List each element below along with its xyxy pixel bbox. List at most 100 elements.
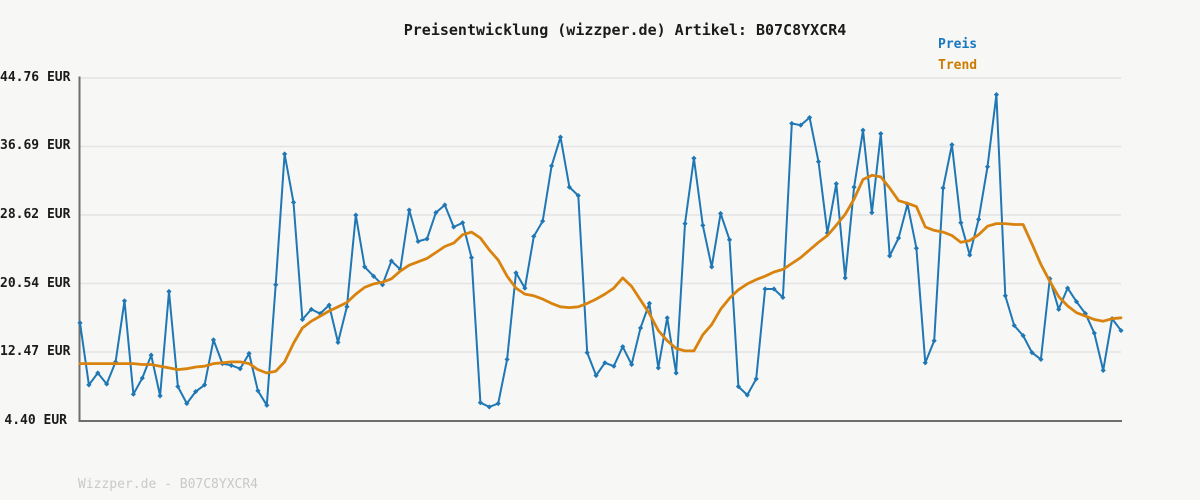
price-point-marker	[753, 376, 759, 382]
price-point-marker	[673, 370, 679, 376]
price-point-marker	[1100, 367, 1106, 374]
price-point-marker	[593, 372, 599, 379]
price-point-marker	[709, 264, 715, 270]
price-point-marker	[1038, 356, 1044, 362]
price-point-marker	[388, 258, 395, 264]
price-point-marker	[700, 222, 706, 228]
price-point-marker	[913, 245, 919, 251]
price-point-marker	[949, 142, 955, 148]
price-point-marker	[895, 235, 902, 241]
price-point-marker	[931, 338, 937, 344]
price-point-marker	[495, 400, 501, 407]
price-point-marker	[121, 298, 128, 304]
price-point-marker	[682, 221, 688, 227]
price-point-marker	[780, 294, 786, 301]
price-point-marker	[451, 224, 457, 230]
price-point-marker	[344, 304, 350, 310]
price-point-marker	[335, 339, 341, 346]
price-point-marker	[210, 337, 217, 343]
price-point-marker	[1029, 350, 1035, 356]
price-point-marker	[540, 218, 546, 224]
price-point-marker	[522, 285, 528, 291]
watermark: Wizzper.de - B07C8YXCR4	[78, 477, 259, 492]
price-point-marker	[406, 207, 412, 213]
price-point-marker	[193, 389, 199, 395]
y-axis-label: 12.47 EUR	[0, 344, 71, 360]
price-point-marker	[860, 127, 866, 133]
legend-item-trend: Trend	[938, 58, 978, 73]
y-axis-label: 4.40 EUR	[4, 412, 67, 428]
price-point-marker	[984, 164, 991, 170]
price-point-marker	[86, 382, 92, 388]
price-point-marker	[584, 350, 590, 356]
price-point-marker	[326, 302, 332, 308]
price-point-marker	[433, 209, 439, 216]
y-axis-labels: 44.76 EUR 36.69 EUR 28.62 EUR 20.54 EUR 12.4…	[0, 0, 71, 500]
price-point-marker	[878, 131, 884, 137]
price-point-marker	[531, 233, 537, 239]
price-point-marker	[308, 306, 314, 312]
price-point-marker	[424, 236, 430, 242]
price-point-marker	[718, 210, 724, 217]
price-point-marker	[353, 212, 359, 218]
legend: Preis Trend	[938, 38, 977, 73]
price-point-marker	[299, 316, 306, 323]
price-point-marker	[1020, 333, 1026, 339]
price-point-marker	[246, 350, 252, 357]
price-point-marker	[477, 400, 483, 406]
price-point-marker	[228, 362, 234, 368]
price-point-marker	[184, 400, 190, 407]
price-point-marker	[602, 360, 608, 366]
price-point-marker	[290, 199, 297, 206]
price-point-marker	[771, 286, 777, 292]
price-point-marker	[789, 120, 795, 127]
price-point-marker	[459, 220, 466, 226]
price-point-marker	[958, 220, 964, 226]
price-point-marker	[620, 344, 626, 350]
price-point-marker	[637, 325, 644, 331]
price-point-marker	[1056, 306, 1062, 312]
price-point-marker	[548, 163, 555, 169]
price-point-marker	[744, 392, 750, 398]
price-point-marker	[566, 184, 572, 190]
price-point-marker	[762, 286, 768, 292]
price-point-marker	[504, 356, 510, 362]
price-point-marker	[869, 209, 875, 216]
price-point-marker	[264, 402, 270, 408]
price-point-marker	[691, 155, 697, 161]
price-point-marker	[486, 404, 492, 410]
price-point-marker	[415, 238, 421, 245]
price-point-marker	[130, 391, 136, 397]
price-point-marker	[655, 365, 661, 371]
price-point-marker	[815, 159, 822, 165]
price-point-marker	[468, 254, 475, 261]
legend-item-preis: Preis	[938, 37, 978, 52]
price-point-marker	[442, 202, 448, 208]
price-point-marker	[557, 134, 564, 140]
y-axis-label: 36.69 EUR	[0, 138, 71, 154]
price-point-marker	[1091, 330, 1097, 336]
price-point-marker	[833, 181, 839, 187]
price-point-marker	[255, 388, 261, 394]
price-point-marker	[798, 122, 804, 128]
price-point-marker	[282, 151, 288, 157]
y-axis-label: 20.54 EUR	[0, 275, 71, 291]
price-point-marker	[77, 320, 83, 326]
price-point-marker	[1011, 322, 1017, 329]
price-point-marker	[1073, 299, 1080, 305]
price-point-marker	[371, 273, 377, 279]
price-point-marker	[1002, 293, 1008, 299]
y-axis-label: 28.62 EUR	[0, 206, 71, 222]
price-point-marker	[735, 383, 742, 390]
price-point-marker	[95, 370, 101, 376]
trend-line	[78, 173, 1123, 375]
price-point-marker	[1065, 285, 1071, 291]
price-point-marker	[166, 288, 172, 295]
price-point-marker	[629, 361, 635, 368]
price-point-marker	[726, 237, 733, 243]
price-point-marker	[273, 282, 279, 288]
price-point-marker	[237, 366, 243, 372]
y-axis-label: 44.76 EUR	[0, 70, 71, 85]
price-point-marker	[922, 360, 928, 366]
chart-title: Preisentwicklung (wizzper.de) Artikel: B…	[403, 21, 847, 39]
